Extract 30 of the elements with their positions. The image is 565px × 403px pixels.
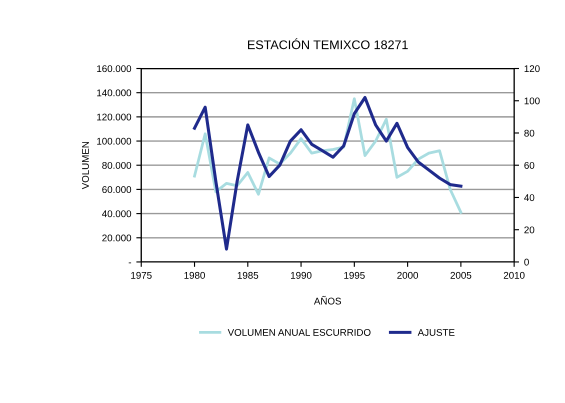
y-tick-label: 100.000 <box>97 138 132 145</box>
y-tick-label: - <box>128 262 132 264</box>
y-tick-label: 160.000 <box>97 65 132 72</box>
x-tick-label: 1975 <box>131 272 152 279</box>
x-tick-label: 1990 <box>290 272 312 279</box>
y-tick-label: 80.000 <box>102 162 132 169</box>
y-axis-title: VOLUMEN <box>82 142 89 190</box>
x-tick-label: 1980 <box>184 272 205 279</box>
chart-title: ESTACIÓN TEMIXCO 18271 <box>248 38 408 50</box>
legend-label: VOLUMEN ANUAL ESCURRIDO <box>228 328 371 336</box>
y2-tick-label: 100 <box>524 97 540 104</box>
y2-tick-label: 20 <box>524 226 534 234</box>
x-tick-label: 1985 <box>238 272 258 279</box>
y-tick-label: 60.000 <box>102 186 132 194</box>
y2-tick-label: 60 <box>524 162 534 169</box>
y-tick-label: 120.000 <box>97 114 132 120</box>
y-tick-label: 40.000 <box>102 210 132 218</box>
y2-tick-label: 120 <box>524 65 540 72</box>
x-tick-label: 2005 <box>450 272 472 279</box>
y-tick-label: 140.000 <box>97 89 132 96</box>
x-axis-title: AÑOS <box>314 296 342 305</box>
line-series <box>192 96 462 251</box>
y-tick-label: 20.000 <box>102 234 132 242</box>
legend-label: AJUSTE <box>418 328 455 336</box>
x-tick-label: 1995 <box>344 272 365 279</box>
y2-tick-label: 40 <box>524 194 534 202</box>
x-tick-label: 2010 <box>504 272 525 279</box>
y2-tick-label: 0 <box>524 258 529 266</box>
x-tick-label: 2000 <box>397 272 418 279</box>
y2-tick-label: 80 <box>524 130 534 137</box>
